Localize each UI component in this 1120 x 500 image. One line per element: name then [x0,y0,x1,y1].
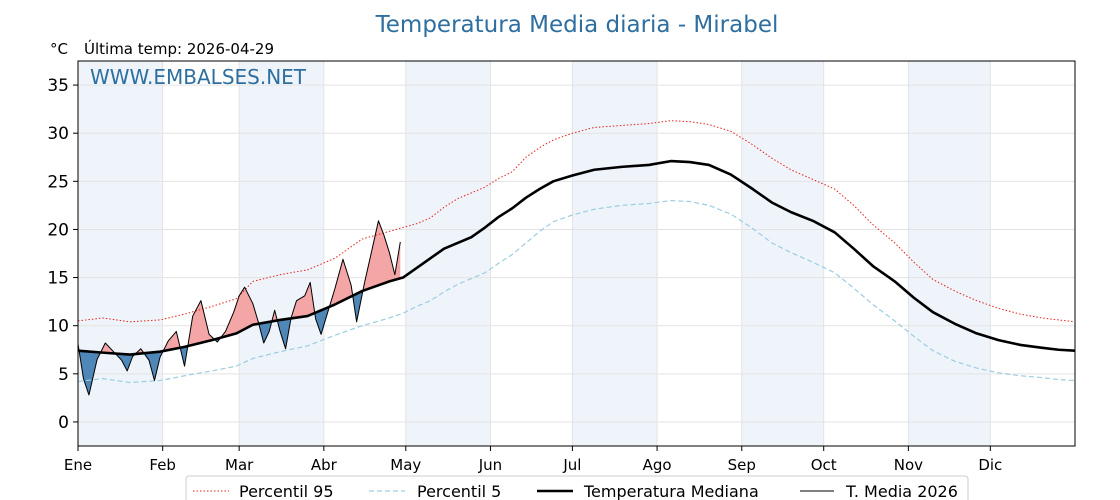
fill-above-median [290,282,315,322]
legend-box [185,475,969,500]
series-line-p5 [77,199,1076,384]
x-tick-label: Jul [562,456,581,474]
legend-label-median: Temperatura Mediana [583,482,759,500]
x-tick-label: Ene [64,456,92,474]
y-tick-label: 10 [47,317,69,337]
fill-below-median [179,345,188,367]
month-band [908,61,991,446]
x-tick-label: Sep [728,456,756,474]
x-axis: Ene Feb Mar Abr May Jun Jul Ago Sep Oct Nov Dic [64,446,1002,474]
x-tick-label: Jun [478,456,502,474]
series-line-p95 [77,120,1076,323]
x-tick-label: Feb [149,456,176,474]
fill-below-median [258,321,272,344]
y-axis: 0 5 10 15 20 25 30 35 [47,76,78,433]
fill-below-median [276,318,291,349]
plot-frame [77,60,1076,447]
fill-below-median [314,306,330,335]
x-tick-label: Mar [225,456,254,474]
x-tick-label: Dic [978,456,1002,474]
x-tick-label: Abr [311,456,338,474]
y-tick-label: 5 [58,365,69,385]
legend: Percentil 95 Percentil 5 Temperatura Med… [185,475,969,500]
month-band [239,61,324,446]
chart-title: Temperatura Media diaria - Mirabel [375,12,779,38]
legend-label-p95: Percentil 95 [239,482,334,500]
series-line-median [77,159,1076,356]
last-temp-label: Última temp: 2026-04-29 [84,39,274,58]
deviation-fills [78,220,401,395]
x-tick-label: Oct [811,456,837,474]
y-tick-label: 35 [47,76,69,96]
y-unit-label: °C [50,40,68,58]
watermark: WWW.EMBALSES.NET [90,65,307,89]
y-tick-label: 25 [47,172,69,192]
month-band [405,61,491,446]
legend-label-2026: T. Media 2026 [845,482,958,500]
month-bands [78,61,991,446]
fill-above-median [187,300,214,350]
fill-below-median [78,348,101,395]
month-band [741,61,824,446]
fill-above-median [162,331,180,352]
month-band [572,61,658,446]
x-tick-label: Ago [643,456,672,474]
y-tick-label: 0 [58,413,69,433]
series-lines [77,120,1076,396]
legend-label-p5: Percentil 5 [417,482,501,500]
x-tick-label: May [390,456,421,474]
y-tick-label: 15 [47,269,69,289]
fill-below-median [352,290,363,322]
y-tick-label: 20 [47,220,69,240]
fill-below-median [114,353,135,371]
series-line-2026 [77,220,401,396]
y-tick-label: 30 [47,124,69,144]
fill-below-median [143,351,163,381]
x-tick-label: Nov [894,456,923,474]
fill-above-median [362,220,401,292]
